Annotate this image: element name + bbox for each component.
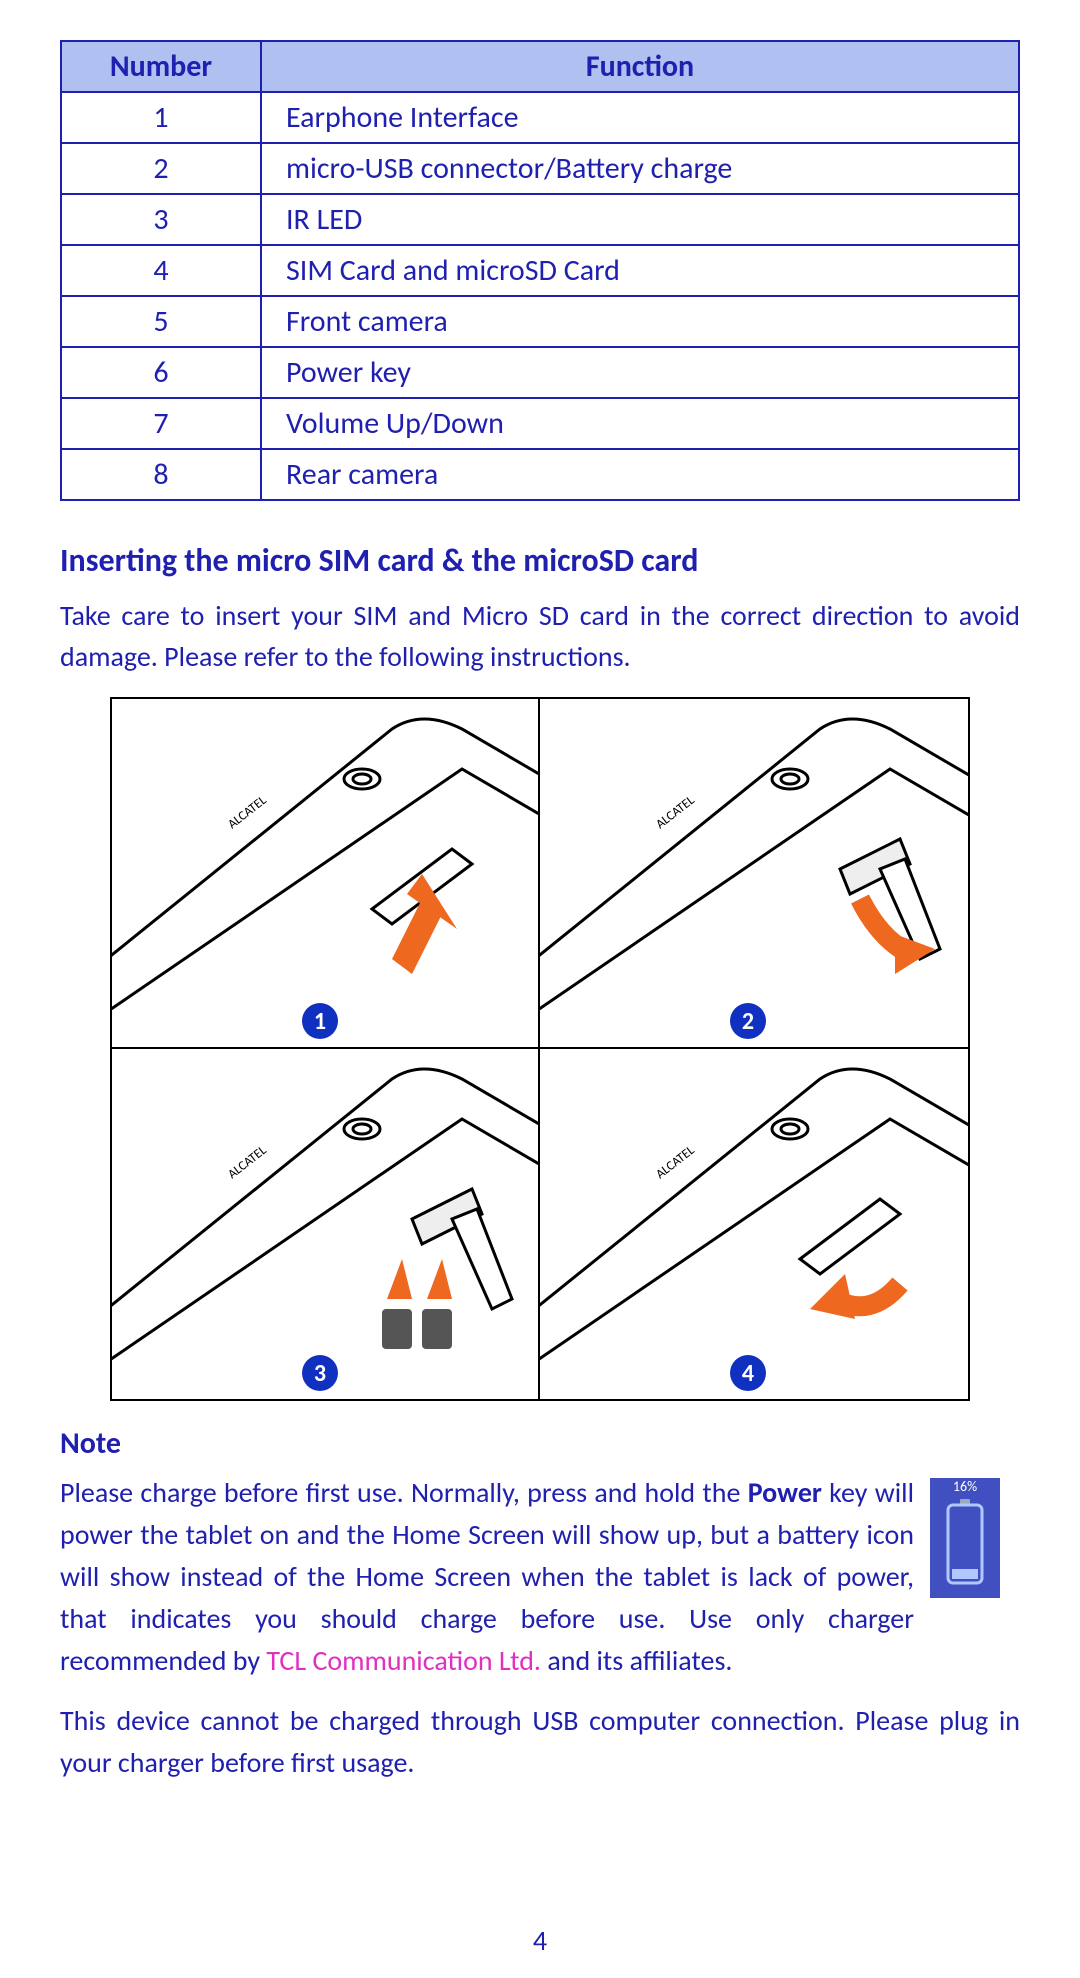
cell-number: 6	[61, 347, 261, 398]
col-function: Function	[261, 41, 1019, 92]
svg-text:ALCATEL: ALCATEL	[653, 793, 698, 833]
cell-function: Power key	[261, 347, 1019, 398]
cell-number: 7	[61, 398, 261, 449]
cell-number: 4	[61, 245, 261, 296]
cell-function: Volume Up/Down	[261, 398, 1019, 449]
table-row: 6Power key	[61, 347, 1019, 398]
diagram-panel-1: ALCATEL 1	[112, 699, 540, 1049]
note-paragraph-1: Please charge before first use. Normally…	[60, 1472, 1020, 1682]
step-badge: 1	[302, 1003, 338, 1039]
cell-number: 5	[61, 296, 261, 347]
step-badge: 2	[730, 1003, 766, 1039]
section-body: Take care to insert your SIM and Micro S…	[60, 596, 1020, 677]
functions-table: Number Function 1Earphone Interface2micr…	[60, 40, 1020, 501]
cell-function: Front camera	[261, 296, 1019, 347]
table-row: 1Earphone Interface	[61, 92, 1019, 143]
table-row: 4SIM Card and microSD Card	[61, 245, 1019, 296]
svg-text:ALCATEL: ALCATEL	[225, 1143, 270, 1183]
cell-function: Rear camera	[261, 449, 1019, 500]
note-paragraph-2: This device cannot be charged through US…	[60, 1700, 1020, 1784]
svg-text:ALCATEL: ALCATEL	[225, 793, 270, 833]
manufacturer-link[interactable]: TCL Communication Ltd.	[266, 1643, 541, 1678]
sim-insert-diagram: ALCATEL 1 ALCATEL	[110, 697, 970, 1401]
table-row: 7Volume Up/Down	[61, 398, 1019, 449]
device-sketch-2: ALCATEL	[540, 699, 968, 1049]
device-sketch-3: ALCATEL	[112, 1049, 540, 1399]
step-badge: 3	[302, 1355, 338, 1391]
device-sketch-1: ALCATEL	[112, 699, 540, 1049]
table-row: 2micro-USB connector/Battery charge	[61, 143, 1019, 194]
diagram-panel-4: ALCATEL 4	[540, 1049, 968, 1399]
table-row: 3IR LED	[61, 194, 1019, 245]
note-section: Note 16% Please charge before first use.…	[60, 1425, 1020, 1784]
cell-number: 1	[61, 92, 261, 143]
cell-function: SIM Card and microSD Card	[261, 245, 1019, 296]
col-number: Number	[61, 41, 261, 92]
note-heading: Note	[60, 1425, 1020, 1462]
cell-function: Earphone Interface	[261, 92, 1019, 143]
step-badge: 4	[730, 1355, 766, 1391]
diagram-panel-3: ALCATEL 3	[112, 1049, 540, 1399]
diagram-panel-2: ALCATEL 2	[540, 699, 968, 1049]
table-row: 5Front camera	[61, 296, 1019, 347]
cell-number: 2	[61, 143, 261, 194]
cell-number: 8	[61, 449, 261, 500]
battery-percent: 16%	[953, 1478, 977, 1495]
svg-text:ALCATEL: ALCATEL	[653, 1143, 698, 1183]
cell-number: 3	[61, 194, 261, 245]
section-heading: Inserting the micro SIM card & the micro…	[60, 541, 1020, 580]
battery-icon: 16%	[930, 1478, 1000, 1598]
cell-function: IR LED	[261, 194, 1019, 245]
cell-function: micro-USB connector/Battery charge	[261, 143, 1019, 194]
page-number: 4	[0, 1923, 1080, 1958]
table-row: 8Rear camera	[61, 449, 1019, 500]
device-sketch-4: ALCATEL	[540, 1049, 968, 1399]
